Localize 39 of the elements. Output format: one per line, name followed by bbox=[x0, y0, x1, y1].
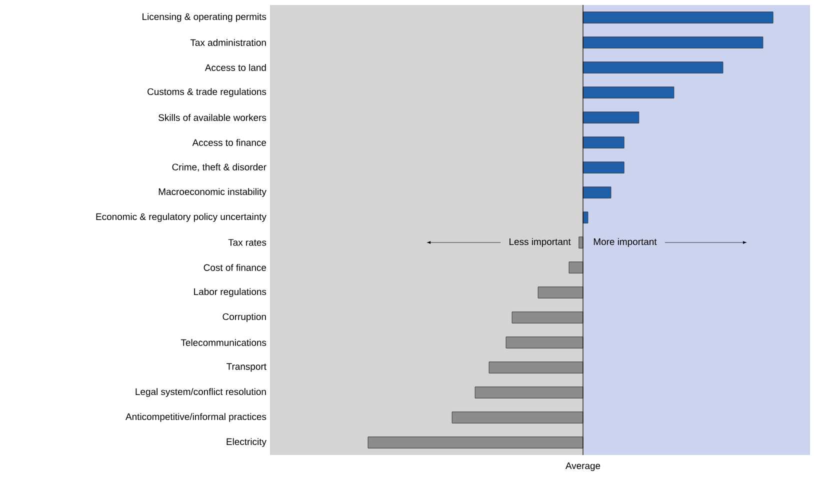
bar bbox=[578, 236, 584, 248]
y-tick-label: Tax rates bbox=[228, 239, 266, 246]
y-tick-label: Electricity bbox=[226, 438, 266, 447]
bar bbox=[368, 436, 584, 448]
y-tick-label: Corruption bbox=[222, 313, 266, 322]
y-tick-label: Telecommunications bbox=[180, 339, 266, 346]
bar bbox=[582, 36, 764, 48]
y-tick-label: Tax administration bbox=[190, 39, 266, 46]
bar bbox=[582, 86, 674, 98]
y-tick-label: Anticompetitive/informal practices bbox=[126, 413, 266, 422]
y-tick-label: Customs & trade regulations bbox=[148, 88, 266, 97]
bar bbox=[452, 412, 584, 424]
y-tick-label: Access to land bbox=[204, 64, 266, 71]
bar bbox=[582, 186, 612, 198]
bar bbox=[582, 112, 640, 124]
y-tick-label: Access to finance bbox=[192, 139, 266, 146]
bar bbox=[488, 362, 584, 374]
bar bbox=[582, 162, 624, 174]
y-tick-label: Skills of available workers bbox=[158, 114, 266, 121]
y-tick-label: Licensing & operating permits bbox=[142, 13, 266, 22]
y-tick-label: Economic & regulatory policy uncertainty bbox=[96, 213, 266, 222]
y-tick-label: Macroeconomic instability bbox=[158, 188, 266, 197]
bar bbox=[506, 336, 584, 348]
y-tick-label: Cost of finance bbox=[204, 264, 266, 271]
annotation: Less important bbox=[510, 238, 571, 247]
y-tick-label: Crime, theft & disorder bbox=[172, 163, 266, 172]
y-tick-label: Transport bbox=[226, 363, 266, 372]
bar bbox=[582, 136, 624, 148]
bar bbox=[582, 12, 774, 24]
bar bbox=[568, 262, 584, 274]
y-tick-label: Legal system/conflict resolution bbox=[136, 388, 266, 397]
y-tick-label: Labor regulations bbox=[194, 288, 266, 297]
bar bbox=[582, 212, 588, 224]
bar bbox=[474, 386, 584, 398]
x-axis-title: Average bbox=[565, 462, 600, 471]
annotation: More important bbox=[594, 238, 657, 247]
bar bbox=[512, 312, 584, 324]
bar bbox=[582, 62, 724, 74]
bar bbox=[538, 286, 584, 298]
